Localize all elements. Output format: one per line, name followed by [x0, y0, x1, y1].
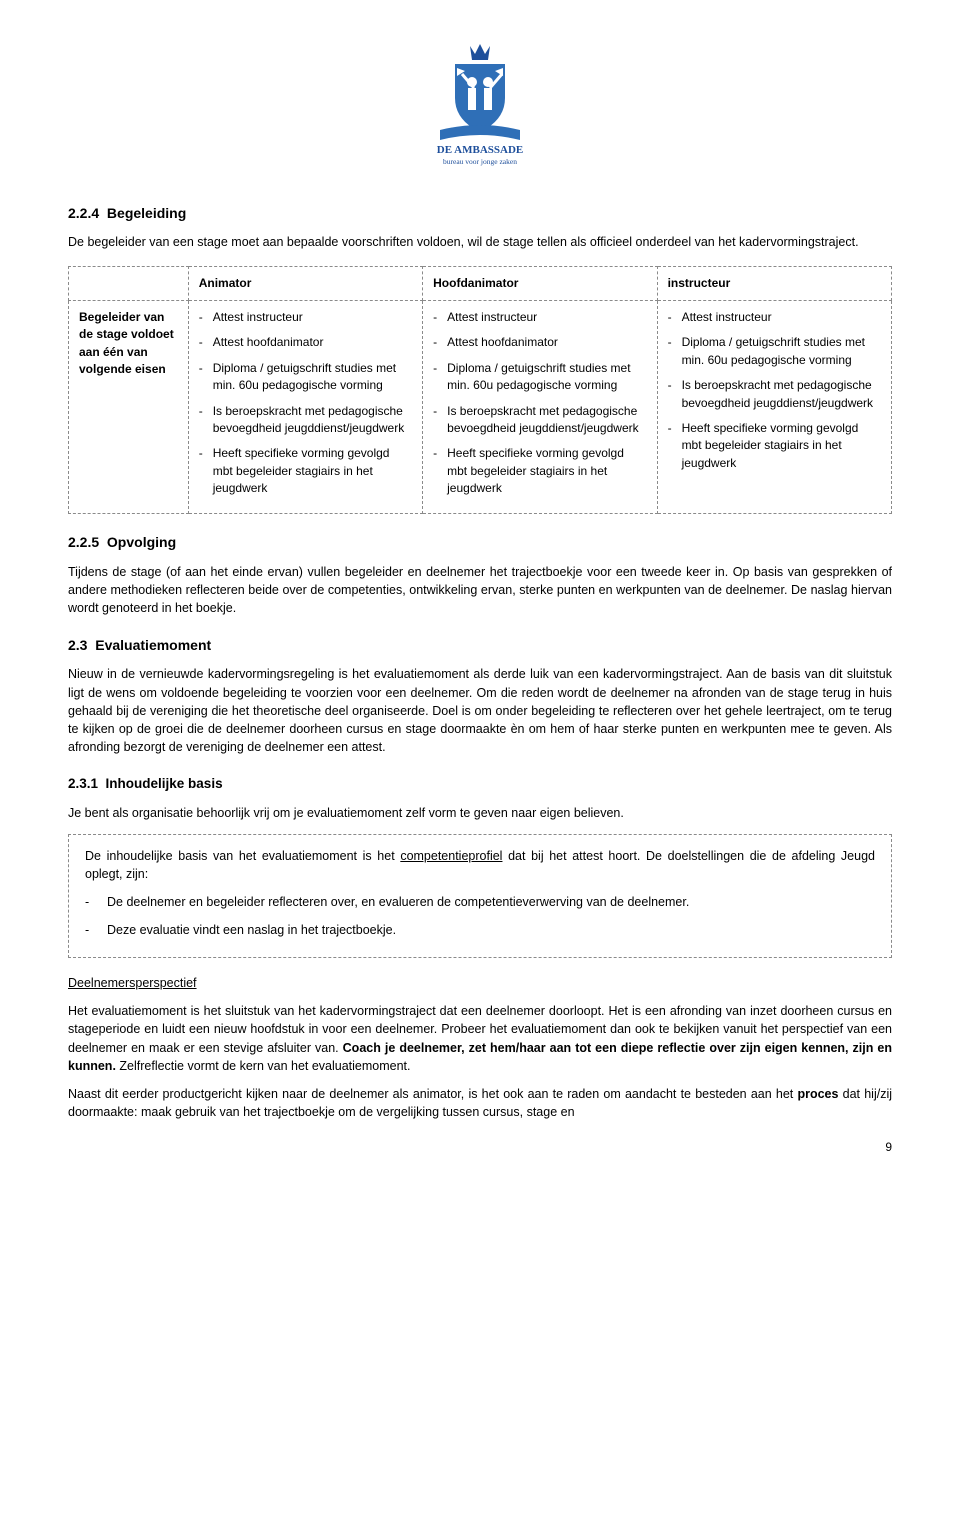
logo-title: DE AMBASSADE — [437, 144, 524, 156]
heading-2-3: 2.3 Evaluatiemoment — [68, 635, 892, 655]
heading-num: 2.3.1 — [68, 776, 98, 791]
heading-num: 2.2.4 — [68, 205, 99, 221]
dp-p2-a: Naast dit eerder productgericht kijken n… — [68, 1087, 797, 1101]
req-item: Is beroepskracht met pedagogische bevoeg… — [668, 377, 881, 412]
col-header-hoofdanimator: Hoofdanimator — [423, 266, 657, 300]
heading-title: Inhoudelijke basis — [106, 776, 223, 791]
req-item: Attest instructeur — [433, 309, 646, 326]
dp-paragraph-1: Het evaluatiemoment is het sluitstuk van… — [68, 1002, 892, 1075]
heading-title: Evaluatiemoment — [95, 637, 211, 653]
req-item: Diploma / getuigschrift studies met min.… — [199, 360, 412, 395]
cell-instructeur: Attest instructeur Diploma / getuigschri… — [657, 300, 891, 514]
ambassade-logo-icon: DE AMBASSADE bureau voor jonge zaken — [410, 40, 550, 168]
dp-p1-b: Zelfreflectie vormt de kern van het eval… — [116, 1059, 411, 1073]
requirements-table: Animator Hoofdanimator instructeur Begel… — [68, 266, 892, 515]
req-item: Diploma / getuigschrift studies met min.… — [433, 360, 646, 395]
heading-title: Begeleiding — [107, 205, 186, 221]
row-header: Begeleider van de stage voldoet aan één … — [69, 300, 189, 514]
heading-2-2-5: 2.2.5 Opvolging — [68, 532, 892, 552]
col-header-instructeur: instructeur — [657, 266, 891, 300]
heading-num: 2.2.5 — [68, 534, 99, 550]
req-item: Heeft specifieke vorming gevolgd mbt beg… — [199, 445, 412, 497]
box-lead-a: De inhoudelijke basis van het evaluatiem… — [85, 849, 400, 863]
cell-animator: Attest instructeur Attest hoofdanimator … — [188, 300, 422, 514]
req-item: Attest hoofdanimator — [433, 334, 646, 351]
req-item: Attest hoofdanimator — [199, 334, 412, 351]
paragraph-23: Nieuw in de vernieuwde kadervormingsrege… — [68, 665, 892, 756]
deelnemersperspectief-heading: Deelnemersperspectief — [68, 974, 892, 992]
objectives-box: De inhoudelijke basis van het evaluatiem… — [68, 834, 892, 959]
heading-2-2-4: 2.2.4 Begeleiding — [68, 203, 892, 223]
box-bullet: Deze evaluatie vindt een naslag in het t… — [85, 921, 875, 939]
req-item: Heeft specifieke vorming gevolgd mbt beg… — [433, 445, 646, 497]
req-item: Attest instructeur — [668, 309, 881, 326]
logo-block: DE AMBASSADE bureau voor jonge zaken — [68, 40, 892, 173]
logo-subtitle: bureau voor jonge zaken — [443, 157, 517, 166]
dp-p2-bold: proces — [797, 1087, 838, 1101]
heading-num: 2.3 — [68, 637, 87, 653]
table-corner — [69, 266, 189, 300]
req-item: Attest instructeur — [199, 309, 412, 326]
intro-paragraph-224: De begeleider van een stage moet aan bep… — [68, 233, 892, 251]
logo: DE AMBASSADE bureau voor jonge zaken — [410, 40, 550, 173]
dp-paragraph-2: Naast dit eerder productgericht kijken n… — [68, 1085, 892, 1121]
paragraph-225: Tijdens de stage (of aan het einde ervan… — [68, 563, 892, 617]
heading-title: Opvolging — [107, 534, 176, 550]
col-header-animator: Animator — [188, 266, 422, 300]
paragraph-231-intro: Je bent als organisatie behoorlijk vrij … — [68, 804, 892, 822]
req-item: Is beroepskracht met pedagogische bevoeg… — [433, 403, 646, 438]
req-item: Heeft specifieke vorming gevolgd mbt beg… — [668, 420, 881, 472]
req-item: Diploma / getuigschrift studies met min.… — [668, 334, 881, 369]
box-bullet: De deelnemer en begeleider reflecteren o… — [85, 893, 875, 911]
heading-2-3-1: 2.3.1 Inhoudelijke basis — [68, 774, 892, 794]
dp-heading-text: Deelnemersperspectief — [68, 976, 197, 990]
req-item: Is beroepskracht met pedagogische bevoeg… — [199, 403, 412, 438]
box-lead: De inhoudelijke basis van het evaluatiem… — [85, 847, 875, 883]
box-lead-underline: competentieprofiel — [400, 849, 502, 863]
page-number: 9 — [68, 1139, 892, 1156]
cell-hoofdanimator: Attest instructeur Attest hoofdanimator … — [423, 300, 657, 514]
